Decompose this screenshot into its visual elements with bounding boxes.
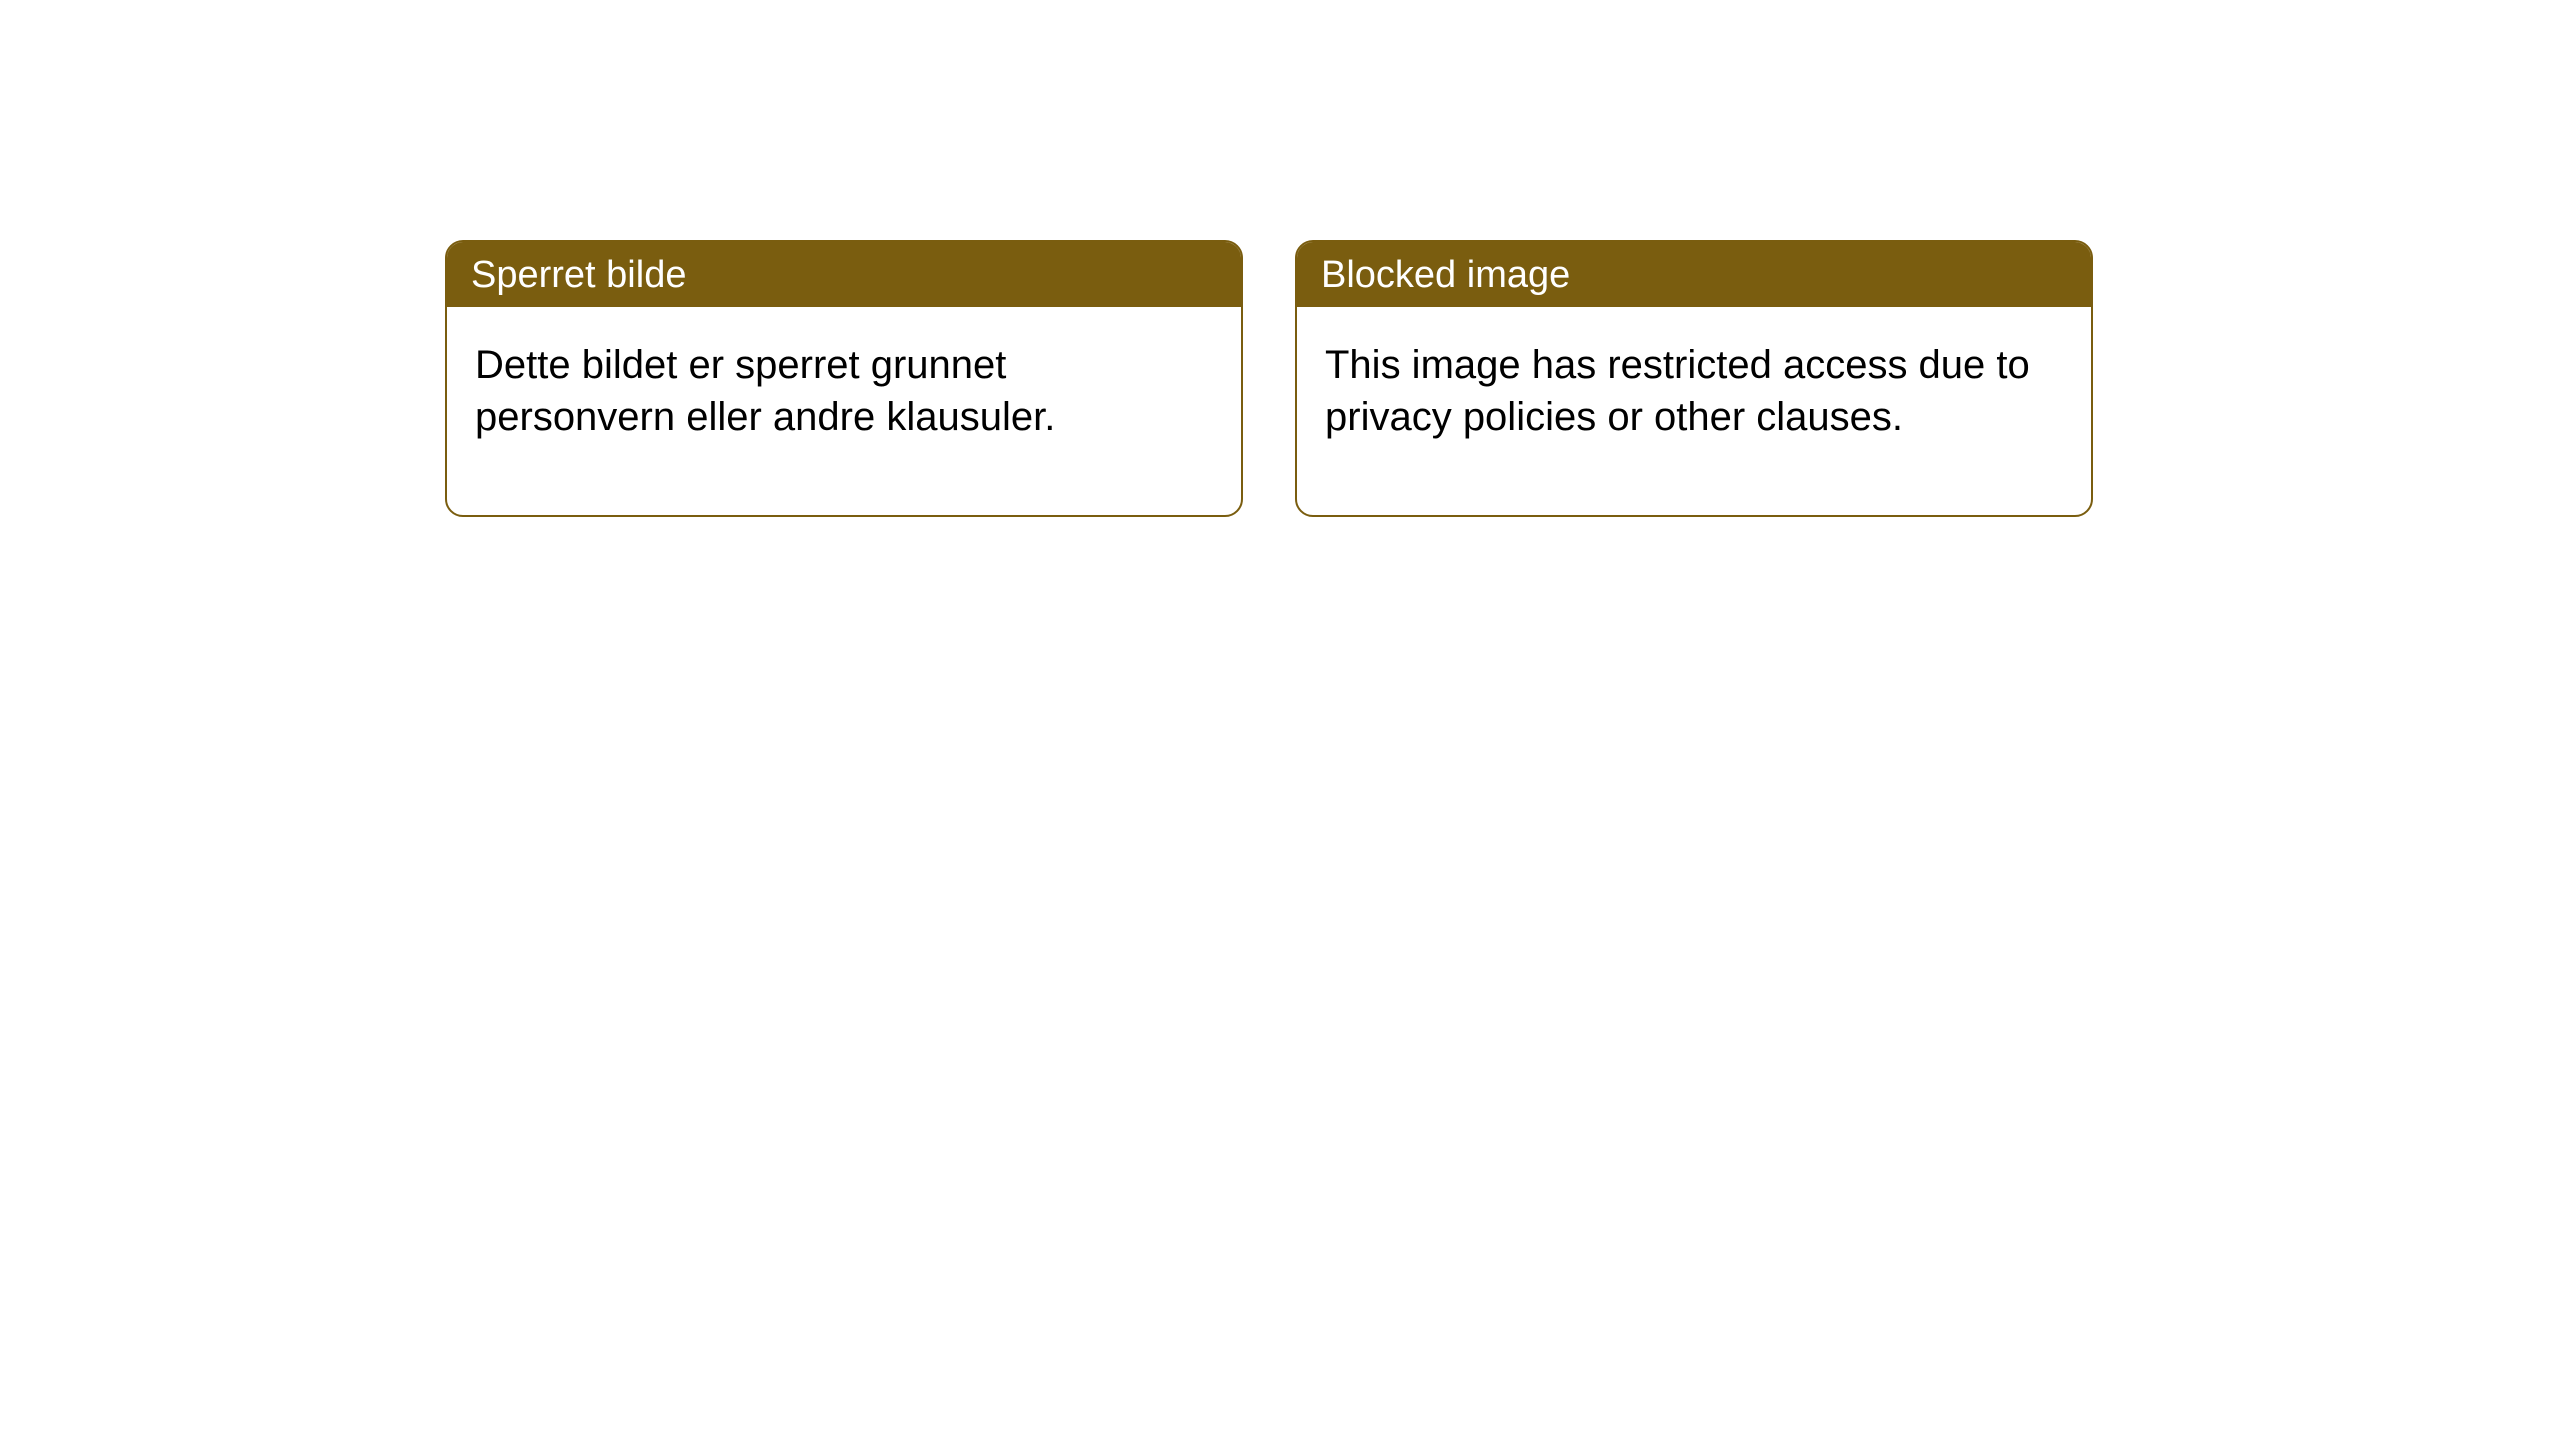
card-body-text: Dette bildet er sperret grunnet personve…: [475, 343, 1055, 439]
notice-card-english: Blocked image This image has restricted …: [1295, 240, 2093, 517]
card-header: Blocked image: [1297, 242, 2091, 307]
card-title: Sperret bilde: [471, 254, 686, 296]
notice-card-norwegian: Sperret bilde Dette bildet er sperret gr…: [445, 240, 1243, 517]
card-body: This image has restricted access due to …: [1297, 307, 2091, 515]
card-header: Sperret bilde: [447, 242, 1241, 307]
notice-cards-container: Sperret bilde Dette bildet er sperret gr…: [0, 0, 2560, 517]
card-title: Blocked image: [1321, 254, 1570, 296]
card-body: Dette bildet er sperret grunnet personve…: [447, 307, 1241, 515]
card-body-text: This image has restricted access due to …: [1325, 343, 2030, 439]
